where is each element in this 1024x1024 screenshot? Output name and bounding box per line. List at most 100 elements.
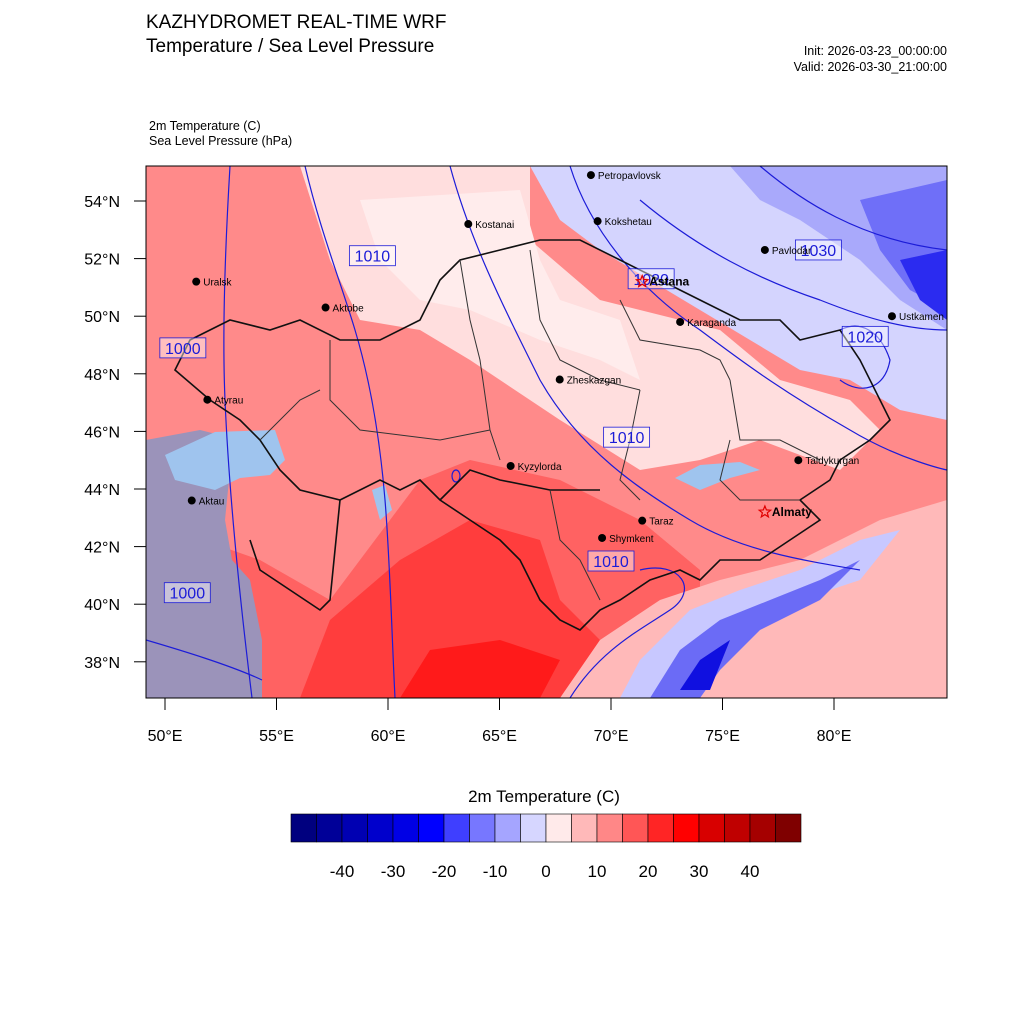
city-label: Atyrau	[214, 396, 243, 407]
city-label: Ustkamen	[899, 312, 944, 323]
colorbar-tick-label: -10	[483, 862, 508, 881]
city-zheskazgan: Zheskazgan	[555, 375, 621, 387]
valid-time: Valid: 2026-03-30_21:00:00	[793, 60, 947, 74]
svg-text:1030: 1030	[801, 243, 837, 260]
isobar-label: 1010	[603, 426, 651, 448]
city-label: Shymkent	[609, 534, 654, 545]
cooler-zone	[360, 190, 640, 380]
colorbar-swatch	[571, 813, 598, 843]
lon-tick-label: 75°E	[705, 728, 740, 745]
city-dot-icon	[203, 395, 212, 404]
city-ustkamen: Ustkamen	[887, 312, 944, 323]
colorbar-swatch	[341, 813, 368, 843]
lat-tick-label: 52°N	[84, 252, 120, 269]
city-markers: Petropavlovsk Kostanai Kokshetau Pavlodar Ur…	[187, 171, 944, 545]
city-label: Pavlodar	[772, 246, 812, 257]
city-aktau: Aktau	[187, 496, 225, 508]
capital-star-icon	[757, 504, 773, 519]
city-dot-icon	[676, 317, 685, 326]
isobar-label: 1000	[163, 582, 211, 604]
city-dot-icon	[760, 245, 769, 254]
colorbar-tick-label: 10	[588, 862, 607, 881]
city-label: Taldykurgan	[805, 456, 859, 467]
city-dot-icon	[638, 516, 647, 525]
city-label: Kostanai	[475, 220, 514, 231]
field-label-temperature: 2m Temperature (C)	[149, 119, 261, 133]
svg-text:1010: 1010	[609, 430, 645, 447]
lon-tick-label: 65°E	[482, 728, 517, 745]
field-label-pressure: Sea Level Pressure (hPa)	[149, 134, 293, 148]
isobar-label: 1010	[348, 245, 396, 267]
longitude-axis: 50°E 55°E 60°E 65°E 70°E 75°E 80°E	[148, 698, 851, 745]
city-astana: Astana	[634, 273, 690, 289]
colorbar-title: 2m Temperature (C)	[468, 787, 620, 806]
map-plot-area	[146, 166, 947, 698]
city-label: Karaganda	[687, 318, 736, 329]
city-dot-icon	[586, 171, 595, 180]
colorbar-tick-label: 30	[690, 862, 709, 881]
city-karaganda: Karaganda	[676, 317, 736, 329]
colorbar-tick-label: -30	[381, 862, 406, 881]
city-label: Uralsk	[203, 278, 232, 289]
svg-text:1010: 1010	[355, 249, 391, 266]
colorbar-tick-label: -40	[330, 862, 355, 881]
city-pavlodar: Pavlodar	[760, 245, 812, 257]
city-kyzylorda: Kyzylorda	[506, 461, 562, 473]
city-almaty: Almaty	[757, 504, 812, 519]
colorbar-tick-label: 40	[741, 862, 760, 881]
lat-tick-label: 48°N	[84, 367, 120, 384]
city-dot-icon	[598, 533, 607, 542]
colorbar-swatch	[520, 813, 547, 843]
lon-tick-label: 55°E	[259, 728, 294, 745]
city-dot-icon	[321, 303, 330, 312]
city-dot-icon	[192, 277, 201, 286]
city-dot-icon	[187, 496, 196, 505]
colorbar-swatch	[622, 813, 649, 843]
aral-sea	[372, 485, 392, 520]
colorbar-tick-label: 20	[639, 862, 658, 881]
city-dot-icon	[794, 456, 803, 465]
colorbar-swatch	[290, 813, 317, 843]
city-aktobe: Aktobe	[321, 303, 365, 315]
lake-balkhash	[675, 462, 760, 490]
city-atyrau: Atyrau	[203, 395, 243, 407]
colorbar-swatch	[469, 813, 496, 843]
colorbar-swatch	[596, 813, 623, 843]
lon-tick-label: 50°E	[148, 728, 183, 745]
colorbar-tick-label: 0	[541, 862, 550, 881]
city-label: Taraz	[649, 517, 673, 528]
city-petropavlovsk: Petropavlovsk	[586, 171, 662, 182]
colorbar-swatch	[367, 813, 394, 843]
colorbar-swatch	[698, 813, 725, 843]
svg-text:1010: 1010	[593, 554, 629, 571]
svg-text:1020: 1020	[847, 329, 883, 346]
colorbar-tick-label: -20	[432, 862, 457, 881]
caspian-sea	[146, 430, 262, 698]
lat-tick-label: 44°N	[84, 482, 120, 499]
city-label: Aktau	[199, 497, 225, 508]
map-subtitle: Temperature / Sea Level Pressure	[146, 36, 435, 57]
lat-tick-label: 50°N	[84, 309, 120, 326]
isobar-label: 1000	[159, 337, 207, 359]
city-dot-icon	[593, 217, 602, 226]
lon-tick-label: 70°E	[594, 728, 629, 745]
city-label: Kokshetau	[605, 217, 652, 228]
lon-tick-label: 60°E	[371, 728, 406, 745]
colorbar-swatch	[673, 813, 700, 843]
city-label: Aktobe	[333, 304, 365, 315]
coldest-core	[900, 250, 947, 320]
region-borders	[259, 249, 821, 601]
colorbar-swatch	[545, 813, 572, 843]
colorbar-swatch	[418, 813, 445, 843]
isobar-label: 1020	[841, 325, 889, 347]
hottest-zone	[400, 640, 560, 698]
svg-text:1000: 1000	[165, 341, 201, 358]
svg-text:1000: 1000	[170, 586, 206, 603]
colorbar-swatch	[443, 813, 470, 843]
colorbar-swatch	[494, 813, 521, 843]
isobars	[146, 166, 947, 698]
city-taraz: Taraz	[638, 516, 674, 528]
city-kostanai: Kostanai	[464, 220, 514, 231]
map-title: KAZHYDROMET REAL-TIME WRF	[146, 12, 447, 33]
